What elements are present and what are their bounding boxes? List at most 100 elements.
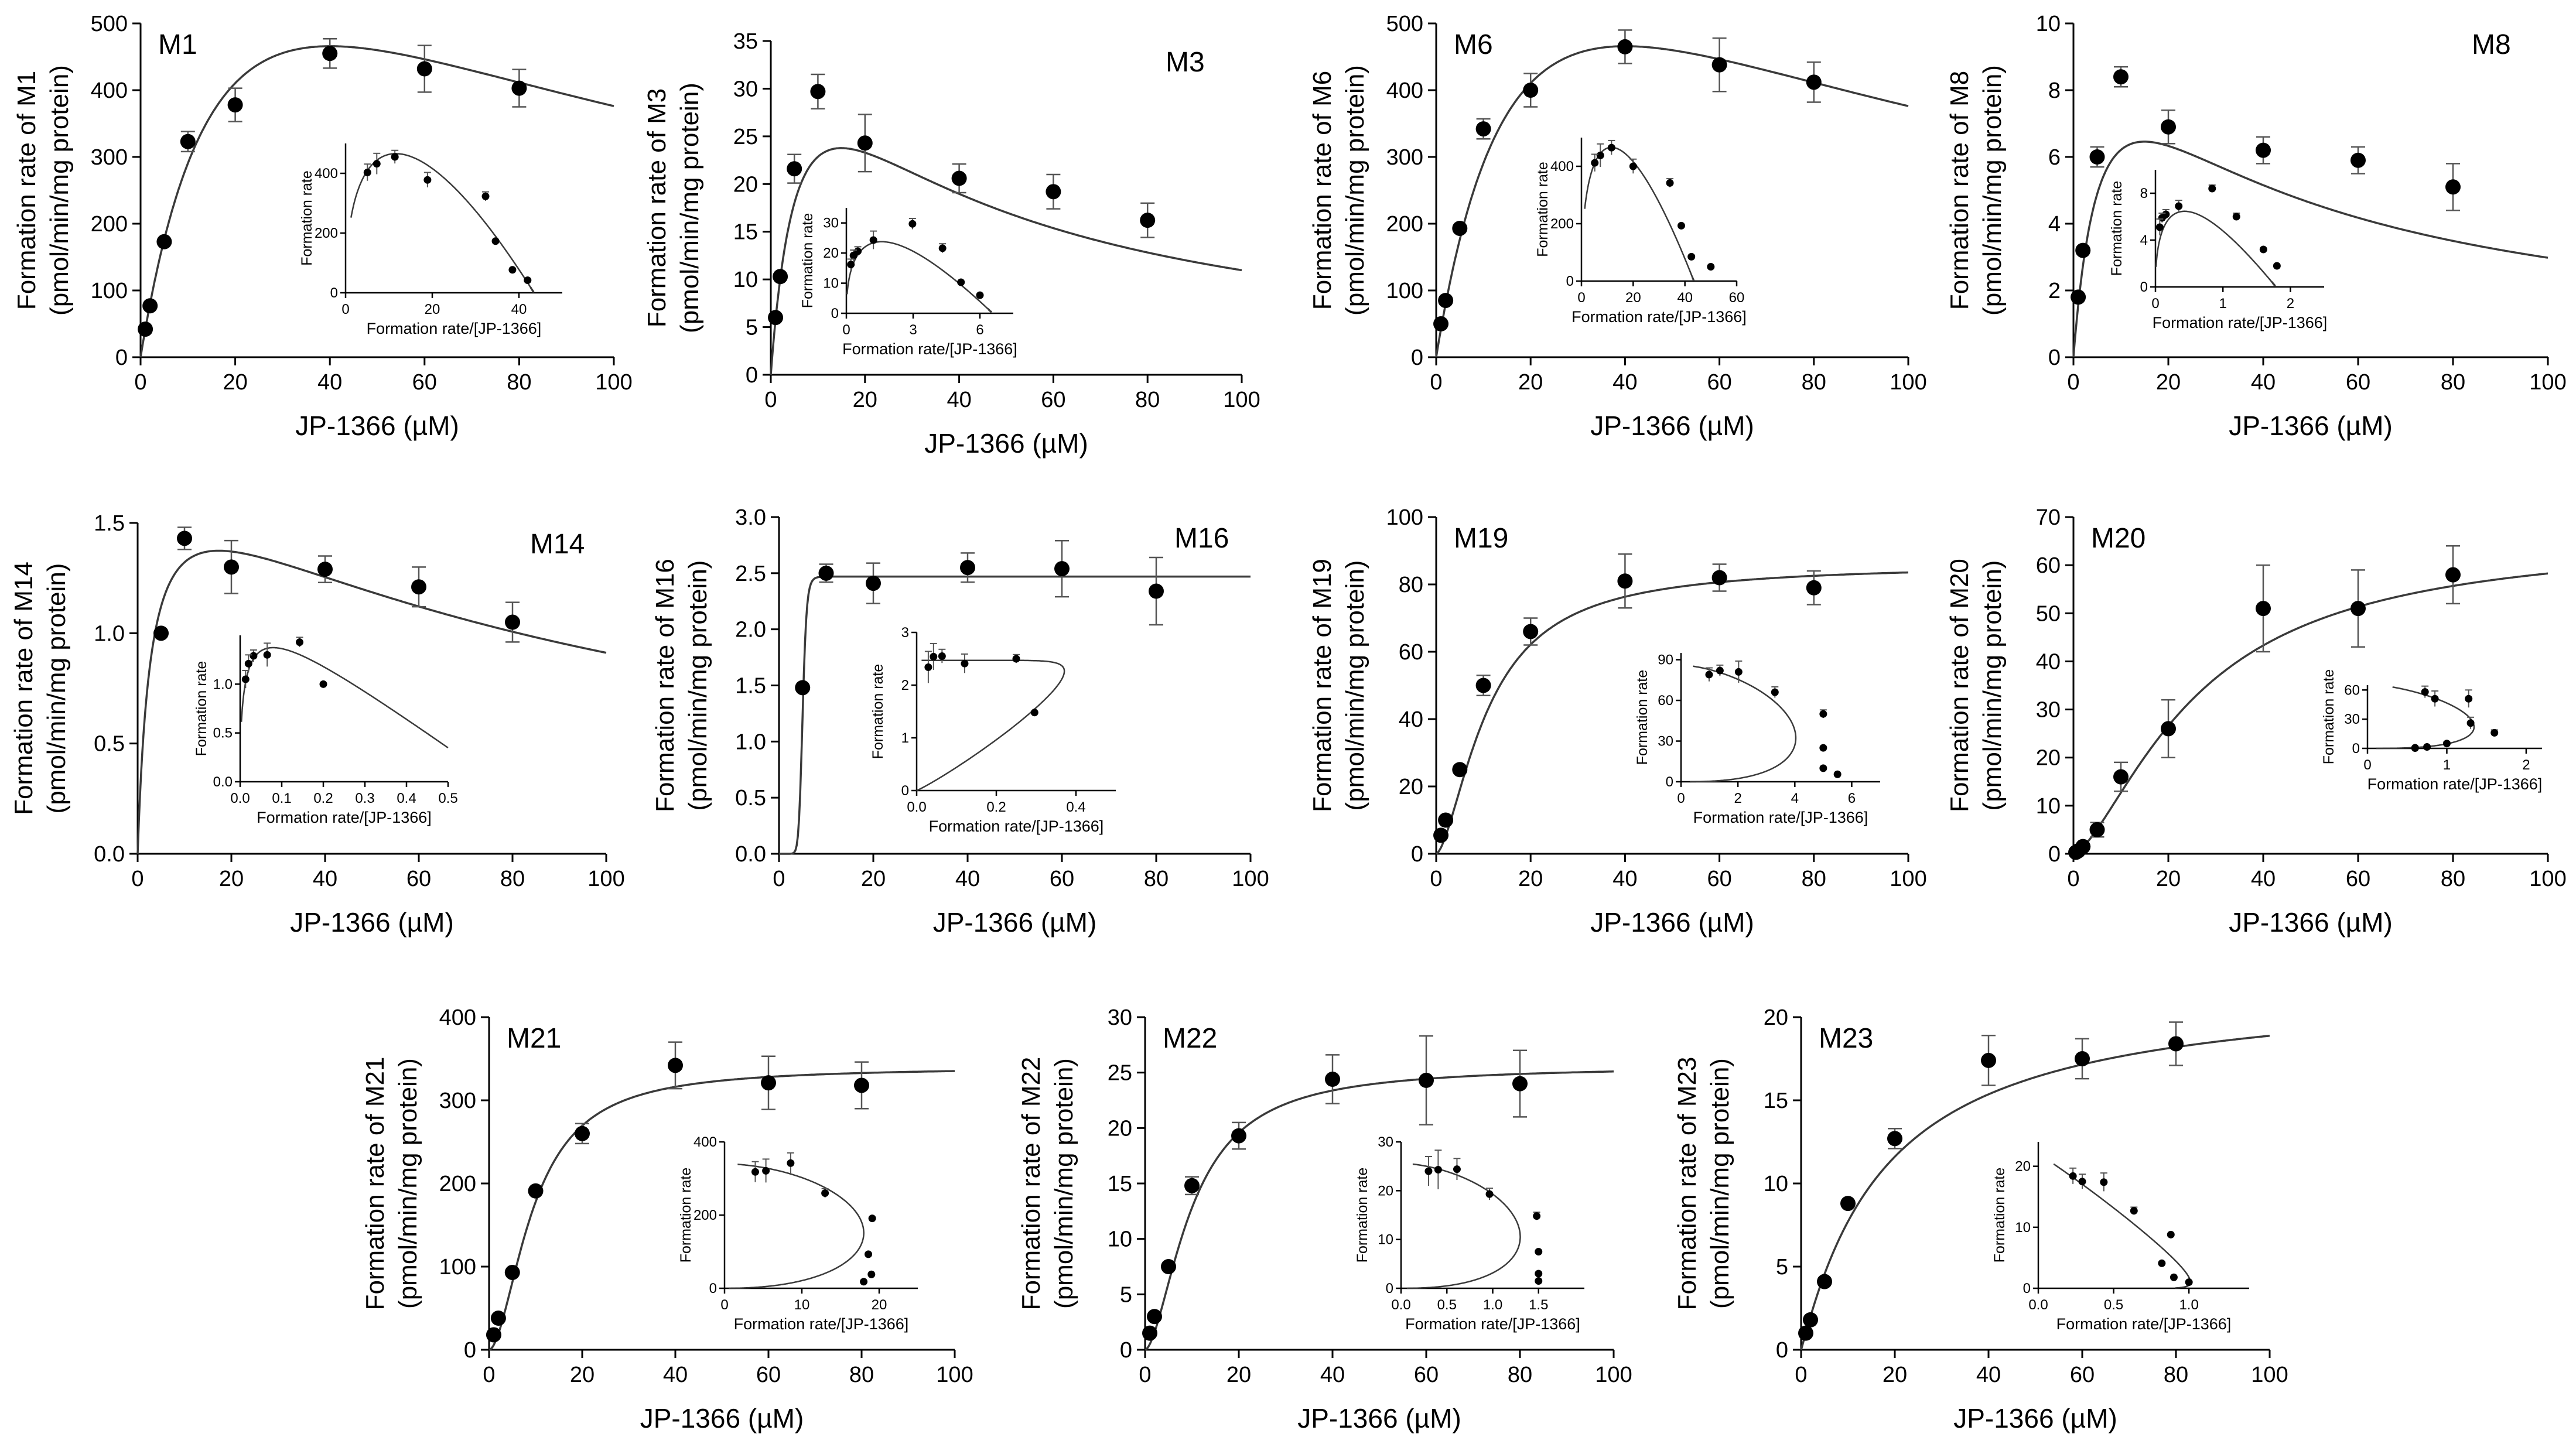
y-tick-label: 20: [1399, 775, 1423, 799]
inset-x-tick-label: 1.0: [2179, 1297, 2198, 1313]
data-point: [2075, 1051, 2090, 1066]
x-tick-label: 60: [756, 1363, 781, 1387]
y-tick-label: 0: [1411, 842, 1423, 867]
inset-data-point: [1833, 770, 1842, 778]
y-tick-label: 300: [439, 1089, 476, 1113]
inset-data-point: [1687, 252, 1696, 261]
inset-data-point: [1707, 263, 1715, 271]
inset-y-tick-label: 0: [1666, 774, 1673, 790]
y-tick-label: 1.5: [735, 674, 766, 699]
panel-title: M22: [1163, 1023, 1217, 1054]
inset-x-axis-label: Formation rate/[JP-1366]: [2056, 1315, 2232, 1333]
data-point: [2161, 721, 2176, 737]
panel-title: M23: [1819, 1023, 1873, 1054]
inset-y-tick-label: 30: [1658, 734, 1673, 750]
y-tick-label: 6: [2048, 145, 2061, 170]
data-point: [2089, 149, 2105, 165]
inset-data-point: [423, 176, 432, 184]
x-tick-label: 0: [764, 388, 777, 412]
inset-y-axis-label: Formation rate: [1634, 670, 1651, 765]
fit-curve: [770, 147, 1242, 375]
inset-data-point: [2158, 1259, 2166, 1267]
x-tick-label: 40: [955, 867, 980, 891]
y-tick-label: 30: [1108, 1005, 1132, 1030]
inset-data-point: [1819, 710, 1827, 718]
inset-y-tick-label: 3: [901, 625, 909, 641]
x-tick-label: 20: [1518, 370, 1543, 395]
inset-data-point: [787, 1159, 795, 1167]
fit-curve: [1144, 1070, 1614, 1351]
panel-title: M16: [1174, 523, 1229, 554]
inset-fit-curve: [2155, 210, 2276, 287]
data-point: [2071, 289, 2086, 305]
inset-data-point: [481, 192, 490, 200]
inset-x-axis-label: Formation rate/[JP-1366]: [2153, 314, 2328, 331]
data-point: [1523, 83, 1539, 98]
inset-data-point: [821, 1189, 829, 1197]
x-tick-label: 100: [1890, 867, 1926, 891]
inset-data-point: [2170, 1273, 2178, 1281]
inset-data-point: [2100, 1178, 2108, 1186]
inset-data-point: [2421, 688, 2429, 696]
inset-y-axis-label: Formation rate: [1354, 1168, 1371, 1263]
y-axis-label: Formation rate of M1: [12, 71, 41, 310]
x-tick-label: 40: [1612, 867, 1637, 891]
inset-data-point: [976, 291, 984, 299]
inset-data-point: [1734, 668, 1743, 676]
data-point: [2350, 601, 2366, 617]
x-tick-label: 40: [947, 388, 971, 412]
y-tick-label: 0: [464, 1338, 476, 1363]
inset-data-point: [1596, 151, 1604, 159]
data-point: [224, 559, 239, 575]
inset-data-point: [847, 261, 855, 269]
x-tick-label: 60: [1050, 867, 1074, 891]
inset-x-tick-label: 1.5: [1529, 1297, 1548, 1313]
data-point: [1161, 1259, 1176, 1274]
inset-y-tick-label: 20: [2015, 1159, 2031, 1175]
inset-y-tick-label: 20: [823, 245, 839, 261]
inset-x-tick-label: 0.2: [986, 799, 1006, 815]
fit-curve: [2072, 141, 2548, 358]
y-tick-label: 60: [2036, 553, 2061, 578]
fit-curve: [136, 549, 607, 854]
inset-y-tick-label: 0: [831, 306, 839, 321]
data-point: [818, 565, 834, 581]
x-axis-label: JP-1366 (µM): [290, 907, 454, 938]
inset-fit-curve: [1689, 665, 1797, 783]
data-point: [138, 321, 153, 337]
panel-m16: 0 20 40 60 80 1000.00.51.01.52.02.53.0JP-1366…: [651, 505, 1269, 938]
inset-x-tick-label: 0.0: [230, 791, 250, 806]
x-tick-label: 20: [570, 1363, 595, 1387]
inset-data-point: [1819, 764, 1827, 772]
fit-curve: [1435, 45, 1909, 358]
x-axis-label: JP-1366 (µM): [1297, 1403, 1461, 1434]
y-tick-label: 100: [439, 1255, 476, 1279]
inset-data-point: [2167, 1230, 2175, 1239]
data-point: [857, 135, 873, 151]
y-tick-label: 1.0: [735, 730, 766, 754]
inset-data-point: [2466, 719, 2475, 727]
data-point: [1433, 827, 1449, 843]
y-axis-label: Formation rate of M6: [1308, 71, 1337, 310]
y-tick-label: 0: [1411, 345, 1423, 370]
x-tick-label: 80: [1508, 1363, 1532, 1387]
y-tick-label: 0.0: [94, 842, 125, 867]
inset-data-point: [860, 1278, 868, 1286]
panel-title: M8: [2472, 29, 2511, 60]
x-tick-label: 40: [317, 370, 342, 395]
y-tick-label: 25: [733, 125, 758, 149]
data-point: [1231, 1128, 1246, 1144]
inset-x-tick-label: 6: [1848, 791, 1856, 806]
x-tick-label: 80: [1802, 370, 1826, 395]
inset-y-tick-label: 60: [2344, 682, 2360, 698]
x-tick-label: 20: [223, 370, 247, 395]
inset-x-tick-label: 0.0: [907, 799, 926, 815]
inset-x-tick-label: 40: [511, 302, 527, 317]
y-tick-label: 0: [115, 345, 128, 370]
inset-fit-curve: [2376, 686, 2475, 750]
inset-y-tick-label: 200: [693, 1207, 717, 1223]
